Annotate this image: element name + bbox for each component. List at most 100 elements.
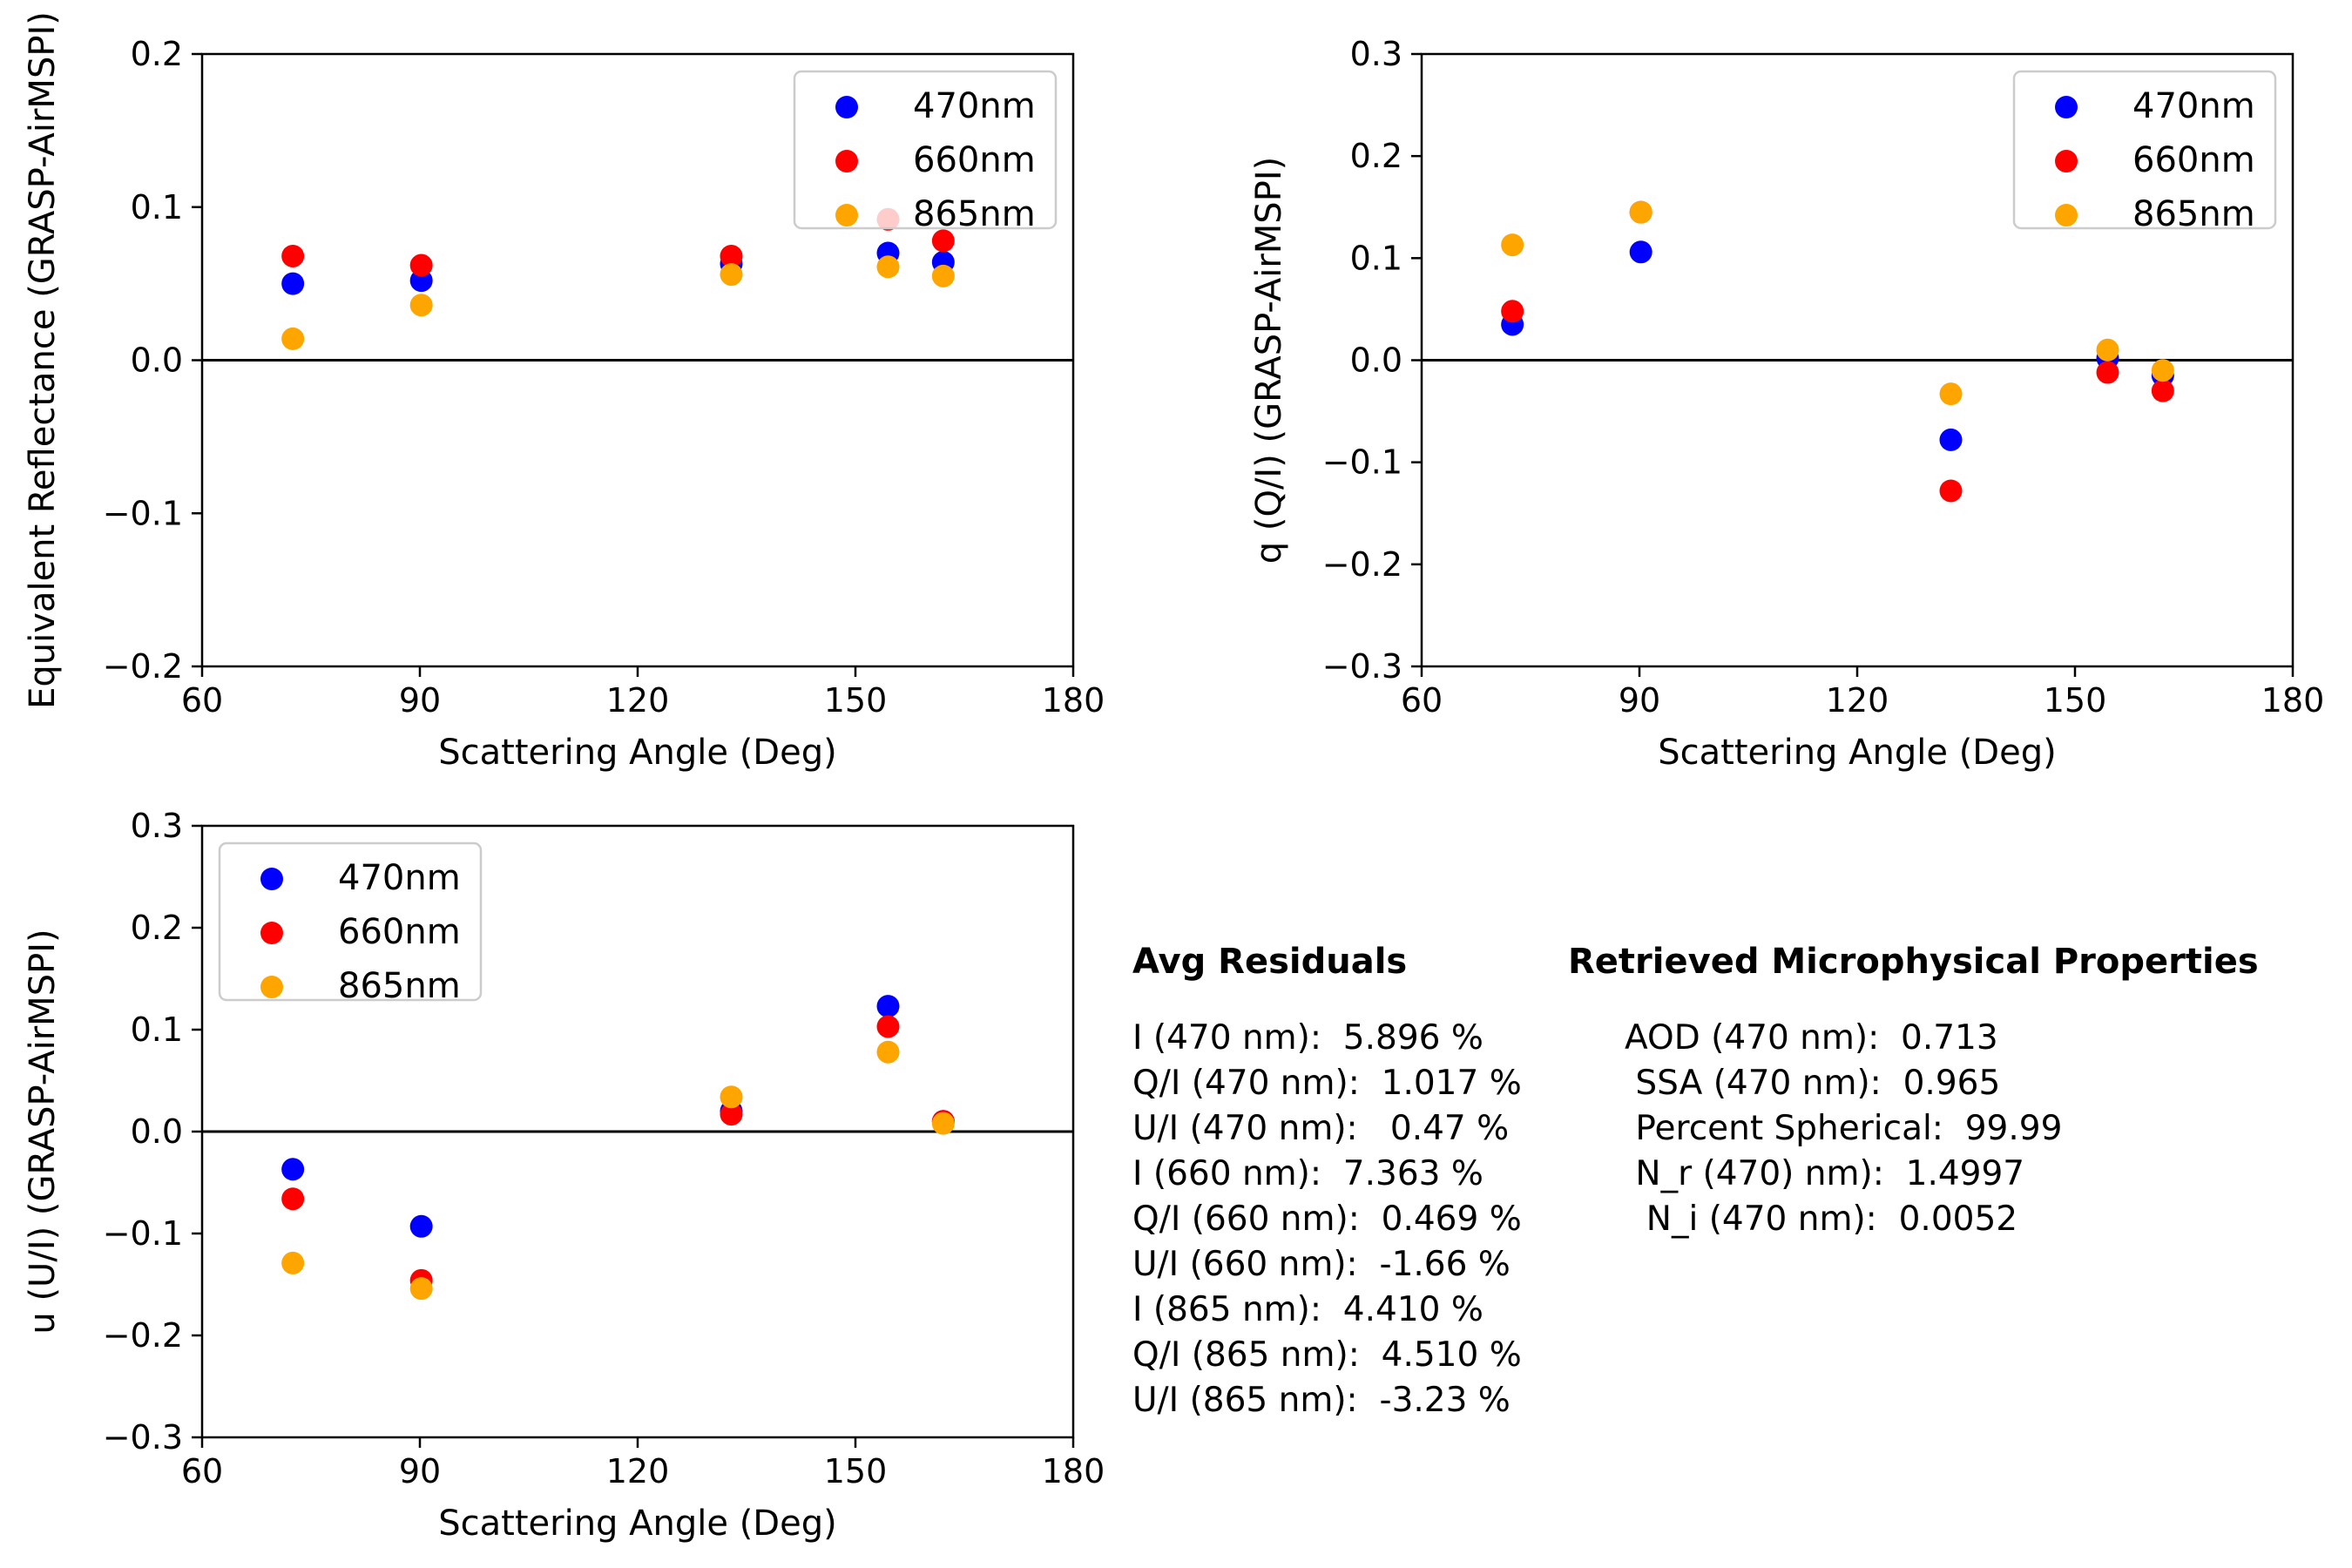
point-660nm xyxy=(2096,361,2119,384)
residual-line: I (660 nm): 7.363 % xyxy=(1132,1154,1484,1193)
x-axis-label: Scattering Angle (Deg) xyxy=(438,733,836,773)
point-865nm xyxy=(409,294,433,317)
x-tick-label: 120 xyxy=(1826,681,1889,720)
point-660nm xyxy=(1501,300,1524,323)
legend-marker xyxy=(835,204,858,226)
point-865nm xyxy=(1939,382,1963,406)
legend-box xyxy=(793,70,1058,230)
point-865nm xyxy=(931,264,955,287)
point-865nm xyxy=(876,1040,900,1064)
y-tick-label: 0.1 xyxy=(131,1010,183,1049)
point-865nm xyxy=(931,1112,955,1135)
plot-frame xyxy=(200,824,1075,1439)
x-tick-label: 150 xyxy=(824,1452,888,1490)
y-tick-label: −0.2 xyxy=(1322,545,1402,584)
plot-frame xyxy=(1420,52,2295,668)
point-865nm xyxy=(1629,200,1652,224)
legend-box xyxy=(218,841,483,1002)
y-tick-label: 0.2 xyxy=(131,909,183,947)
point-865nm xyxy=(281,1251,305,1274)
point-865nm xyxy=(1501,233,1524,257)
y-tick-label: 0.1 xyxy=(1350,239,1402,277)
properties-panel: Retrieved Microphysical Properties AOD (… xyxy=(1568,942,2259,1239)
x-tick-label: 90 xyxy=(399,1452,441,1490)
point-470nm xyxy=(876,995,900,1018)
y-tick-label: −0.1 xyxy=(103,1214,183,1253)
residual-line: U/I (470 nm): 0.47 % xyxy=(1132,1109,1509,1148)
y-tick-label: 0.3 xyxy=(131,807,183,845)
residuals-panel: Avg Residuals I (470 nm): 5.896 % Q/I (4… xyxy=(1132,942,1522,1420)
legend-marker xyxy=(260,922,283,944)
y-tick-label: 0.1 xyxy=(131,188,183,226)
y-tick-label: 0.0 xyxy=(131,341,183,380)
x-tick-label: 90 xyxy=(1619,681,1660,720)
legend-label: 470nm xyxy=(2132,86,2255,126)
y-tick-label: 0.2 xyxy=(131,35,183,73)
y-tick-label: 0.0 xyxy=(131,1112,183,1151)
y-tick-label: 0.2 xyxy=(1350,137,1402,175)
property-line: N_r (470) nm): 1.4997 xyxy=(1625,1154,2024,1193)
x-tick-label: 180 xyxy=(2261,681,2325,720)
y-tick-label: 0.3 xyxy=(1350,35,1402,73)
legend-label: 470nm xyxy=(338,858,461,898)
x-axis-label: Scattering Angle (Deg) xyxy=(1658,733,2056,773)
legend-label: 865nm xyxy=(913,194,1036,234)
residual-line: Q/I (470 nm): 1.017 % xyxy=(1132,1064,1522,1103)
y-tick-label: −0.3 xyxy=(1322,647,1402,686)
y-tick-label: −0.3 xyxy=(103,1418,183,1456)
point-660nm xyxy=(2151,379,2174,402)
y-tick-label: −0.2 xyxy=(103,647,183,686)
residual-line: U/I (865 nm): -3.23 % xyxy=(1132,1381,1511,1420)
residuals-heading: Avg Residuals xyxy=(1132,942,1407,982)
point-470nm xyxy=(409,1214,433,1238)
legend-marker xyxy=(2055,96,2078,118)
y-axis-label: u (U/I) (GRASP-AirMSPI) xyxy=(23,929,63,1334)
legend-marker xyxy=(2055,204,2078,226)
legend-label: 660nm xyxy=(2132,140,2255,180)
x-tick-label: 60 xyxy=(181,681,223,720)
point-865nm xyxy=(281,327,305,350)
residual-line: U/I (660 nm): -1.66 % xyxy=(1132,1245,1511,1284)
x-tick-label: 60 xyxy=(181,1452,223,1490)
y-tick-label: −0.1 xyxy=(103,494,183,532)
legend-label: 865nm xyxy=(2132,194,2255,234)
point-660nm xyxy=(281,1187,305,1211)
point-865nm xyxy=(2151,359,2174,382)
point-660nm xyxy=(720,1103,743,1126)
point-660nm xyxy=(720,244,743,267)
legend-box xyxy=(2012,70,2277,230)
legend-marker xyxy=(2055,150,2078,172)
property-line: Percent Spherical: 99.99 xyxy=(1625,1109,2062,1148)
chart-u: 60 90 120 150 180 −0.3 −0.2 −0.1 0.0 0.1 0.2 0.3 Sca… xyxy=(23,807,1105,1544)
properties-heading: Retrieved Microphysical Properties xyxy=(1568,942,2259,982)
residual-line: I (865 nm): 4.410 % xyxy=(1132,1290,1484,1329)
property-line: AOD (470 nm): 0.713 xyxy=(1625,1018,1998,1058)
x-tick-label: 150 xyxy=(824,681,888,720)
legend-marker xyxy=(835,150,858,172)
point-470nm xyxy=(1629,240,1652,264)
x-tick-label: 120 xyxy=(606,681,670,720)
point-660nm xyxy=(876,1015,900,1038)
y-tick-label: −0.1 xyxy=(1322,443,1402,482)
x-tick-label: 180 xyxy=(1042,681,1105,720)
legend: 470nm 660nm 865nm xyxy=(793,70,1058,234)
point-865nm xyxy=(720,1085,743,1109)
property-line: N_i (470 nm): 0.0052 xyxy=(1625,1200,2017,1239)
point-660nm xyxy=(1939,479,1963,503)
legend-label: 470nm xyxy=(913,86,1036,126)
point-865nm xyxy=(2096,338,2119,362)
legend: 470nm 660nm 865nm xyxy=(218,841,483,1006)
legend-marker xyxy=(260,976,283,998)
legend-marker xyxy=(260,868,283,890)
y-axis-label: Equivalent Reflectance (GRASP-AirMSPI) xyxy=(23,11,63,709)
point-660nm xyxy=(931,229,955,253)
point-865nm xyxy=(876,255,900,279)
x-tick-label: 150 xyxy=(2044,681,2107,720)
point-660nm xyxy=(281,244,305,267)
residual-line: Q/I (865 nm): 4.510 % xyxy=(1132,1335,1522,1375)
x-tick-label: 60 xyxy=(1401,681,1443,720)
y-axis-label: q (Q/I) (GRASP-AirMSPI) xyxy=(1249,157,1289,564)
legend: 470nm 660nm 865nm xyxy=(2012,70,2277,234)
legend-marker xyxy=(835,96,858,118)
point-470nm xyxy=(281,1158,305,1181)
